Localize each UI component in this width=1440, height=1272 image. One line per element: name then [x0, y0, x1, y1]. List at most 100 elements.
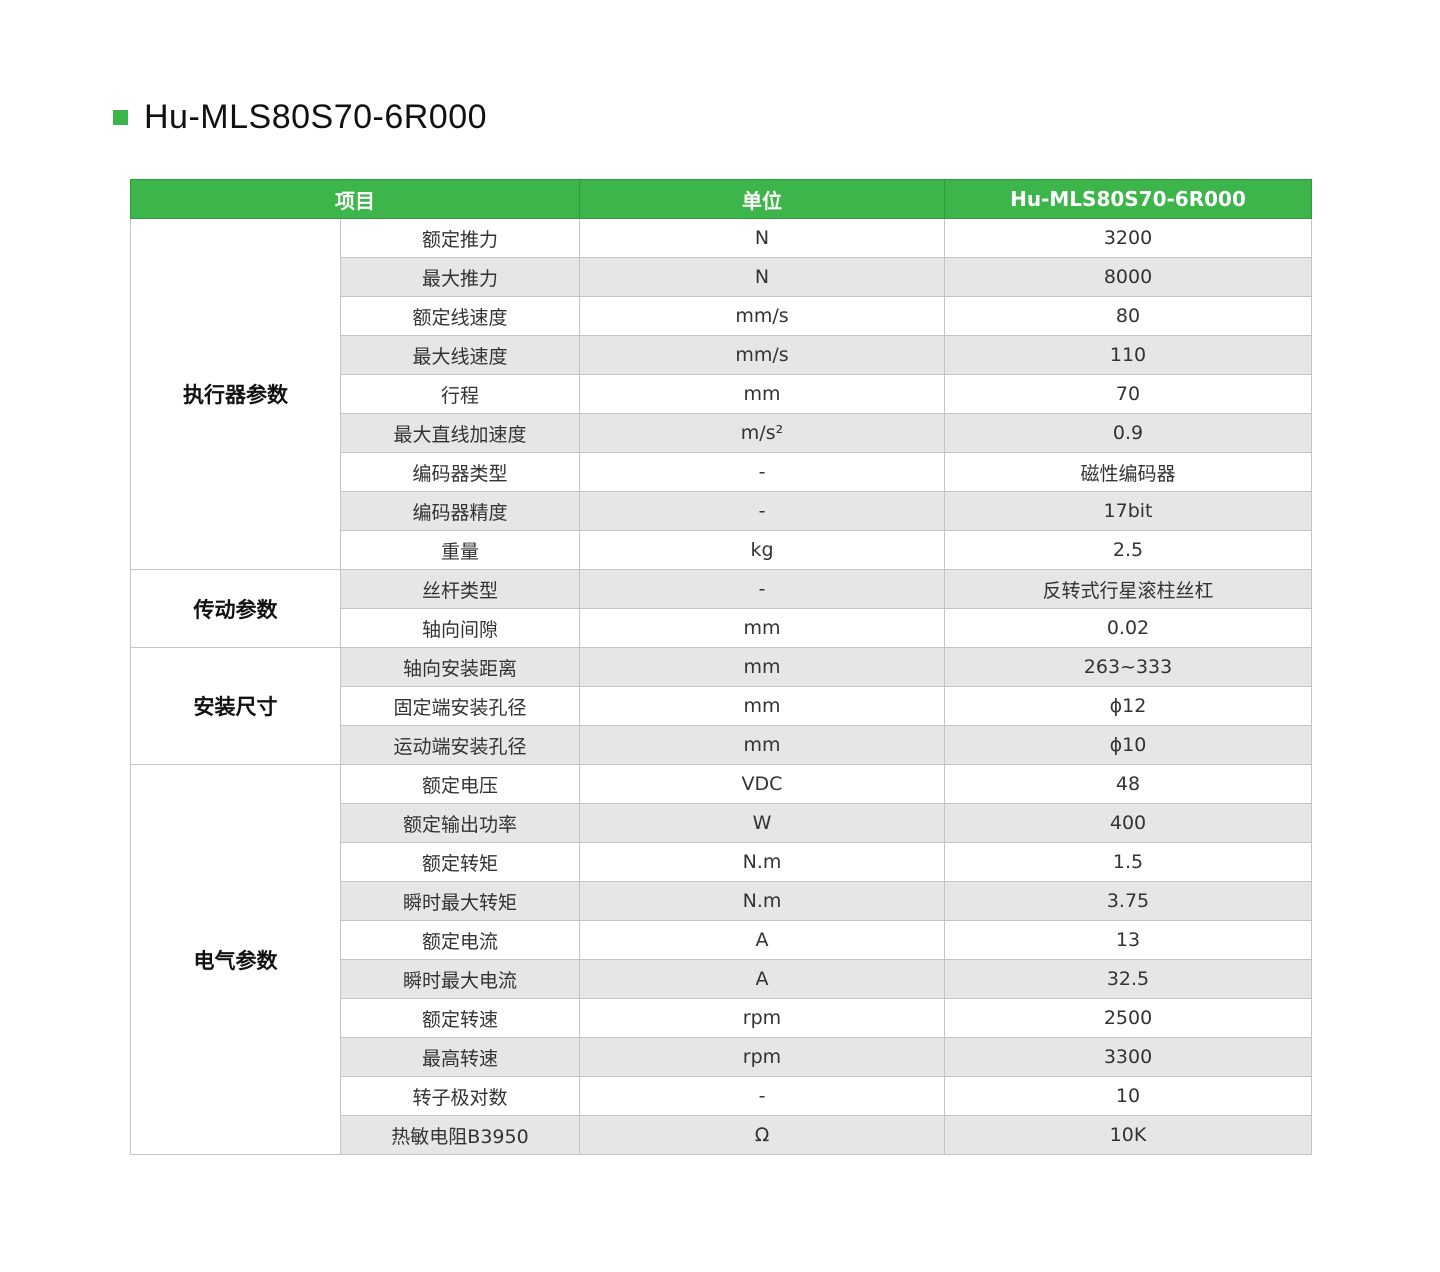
param-name: 重量 [340, 530, 580, 570]
param-name: 最大线速度 [340, 335, 580, 375]
param-name: 额定电压 [340, 764, 580, 804]
header-model: Hu-MLS80S70-6R000 [944, 179, 1312, 219]
param-value: ϕ12 [944, 686, 1312, 726]
param-value: 反转式行星滚柱丝杠 [944, 569, 1312, 609]
param-unit: N [579, 218, 945, 258]
param-name: 热敏电阻B3950 [340, 1115, 580, 1155]
param-unit: kg [579, 530, 945, 570]
param-value: 400 [944, 803, 1312, 843]
param-name: 额定电流 [340, 920, 580, 960]
table-row: 额定转矩 N.m 1.5 [131, 842, 1312, 882]
param-value: 磁性编码器 [944, 452, 1312, 492]
param-name: 丝杆类型 [340, 569, 580, 609]
param-unit: mm/s [579, 296, 945, 336]
table-row: 编码器精度 -17bit [131, 491, 1312, 531]
param-unit: mm [579, 374, 945, 414]
param-name: 运动端安装孔径 [340, 725, 580, 765]
param-name: 瞬时最大电流 [340, 959, 580, 999]
table-row: 执行器参数 额定推力 N 3200 [130, 218, 1312, 570]
param-value: 17bit [944, 491, 1312, 531]
param-name: 转子极对数 [340, 1076, 580, 1116]
group-label: 执行器参数 [130, 218, 341, 570]
param-unit: mm [579, 686, 945, 726]
param-unit: A [579, 959, 945, 999]
table-row: 安装尺寸 轴向安装距离 mm 263~333 [130, 647, 1312, 765]
param-unit: mm [579, 608, 945, 648]
param-value: 1.5 [944, 842, 1312, 882]
param-unit: mm/s [579, 335, 945, 375]
param-value: 48 [944, 764, 1312, 804]
param-name: 编码器精度 [340, 491, 580, 531]
param-unit: rpm [579, 998, 945, 1038]
group-label: 电气参数 [130, 764, 341, 1155]
param-name: 最大直线加速度 [340, 413, 580, 453]
param-unit: mm [579, 647, 945, 687]
param-value: 3300 [944, 1037, 1312, 1077]
param-value: 8000 [944, 257, 1312, 297]
param-value: 0.9 [944, 413, 1312, 453]
param-unit: - [579, 452, 945, 492]
spec-table: 项目 单位 Hu-MLS80S70-6R000 执行器参数 额定推力 N 3200 最大… [130, 179, 1312, 1155]
header-item: 项目 [130, 179, 580, 219]
table-row: 最大直线加速度 m/s² 0.9 [131, 413, 1312, 453]
table-row: 轴向间隙 mm 0.02 [131, 608, 1312, 648]
param-name: 固定端安装孔径 [340, 686, 580, 726]
param-name: 额定转矩 [340, 842, 580, 882]
param-unit: N.m [579, 842, 945, 882]
table-row: 最高转速 rpm 3300 [131, 1037, 1312, 1077]
table-row: 最大线速度 mm/s 110 [131, 335, 1312, 375]
table-row: 额定转速 rpm 2500 [131, 998, 1312, 1038]
section-title: Hu-MLS80S70-6R000 [113, 98, 487, 137]
table-row: 额定线速度 mm/s 80 [131, 296, 1312, 336]
param-name: 最大推力 [340, 257, 580, 297]
table-row: 固定端安装孔径 mm ϕ12 [131, 686, 1312, 726]
table-row: 行程 mm 70 [131, 374, 1312, 414]
table-row: 最大推力 N 8000 [131, 257, 1312, 297]
table-row: 编码器类型 - 磁性编码器 [131, 452, 1312, 492]
table-header-row: 项目 单位 Hu-MLS80S70-6R000 [130, 179, 1312, 219]
param-value: 3200 [944, 218, 1312, 258]
param-value: 70 [944, 374, 1312, 414]
table-row: 重量 kg 2.5 [131, 530, 1312, 570]
param-name: 瞬时最大转矩 [340, 881, 580, 921]
group-label: 传动参数 [130, 569, 341, 648]
param-unit: mm [579, 725, 945, 765]
param-name: 额定输出功率 [340, 803, 580, 843]
param-unit: m/s² [579, 413, 945, 453]
param-name: 行程 [340, 374, 580, 414]
header-unit: 单位 [579, 179, 945, 219]
group-label: 安装尺寸 [130, 647, 341, 765]
param-unit: - [579, 569, 945, 609]
param-name: 额定推力 [340, 218, 580, 258]
param-name: 轴向安装距离 [340, 647, 580, 687]
param-unit: Ω [579, 1115, 945, 1155]
param-name: 编码器类型 [340, 452, 580, 492]
param-unit: N [579, 257, 945, 297]
param-unit: N.m [579, 881, 945, 921]
param-value: 3.75 [944, 881, 1312, 921]
param-unit: - [579, 1076, 945, 1116]
param-name: 轴向间隙 [340, 608, 580, 648]
table-row: 运动端安装孔径 mm ϕ10 [131, 725, 1312, 765]
param-name: 额定线速度 [340, 296, 580, 336]
param-value: 32.5 [944, 959, 1312, 999]
table-row: 瞬时最大转矩 N.m 3.75 [131, 881, 1312, 921]
param-unit: VDC [579, 764, 945, 804]
param-value: 10 [944, 1076, 1312, 1116]
param-name: 最高转速 [340, 1037, 580, 1077]
table-row: 电气参数 额定电压 VDC 48 [130, 764, 1312, 1155]
param-value: 2500 [944, 998, 1312, 1038]
product-model-title: Hu-MLS80S70-6R000 [144, 98, 488, 136]
param-unit: W [579, 803, 945, 843]
param-value: 110 [944, 335, 1312, 375]
param-value: 0.02 [944, 608, 1312, 648]
param-value: ϕ10 [944, 725, 1312, 765]
param-value: 10K [944, 1115, 1312, 1155]
param-value: 13 [944, 920, 1312, 960]
green-square-bullet-icon [113, 110, 128, 125]
param-unit: - [579, 491, 945, 531]
param-unit: rpm [579, 1037, 945, 1077]
param-name: 额定转速 [340, 998, 580, 1038]
param-value: 80 [944, 296, 1312, 336]
param-value: 263~333 [944, 647, 1312, 687]
